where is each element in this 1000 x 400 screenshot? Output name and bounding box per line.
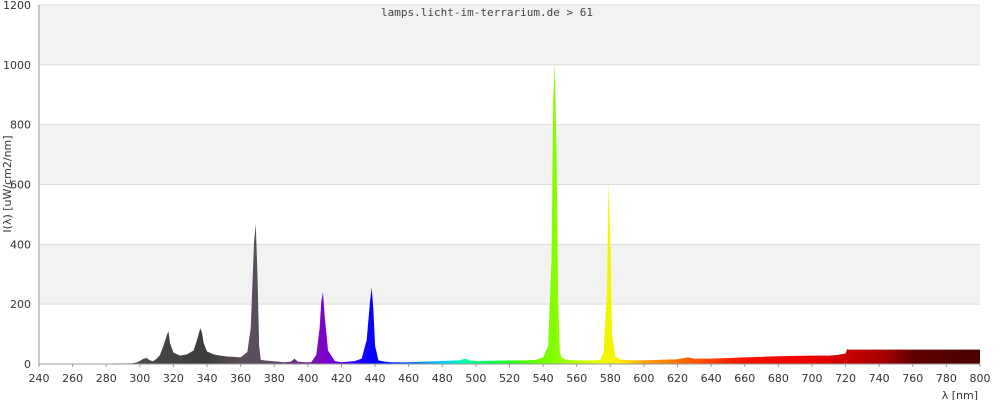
x-tick-label: 760 xyxy=(902,372,923,385)
y-tick-labels: 0 200 400 600 800 1000 1200 xyxy=(3,0,31,371)
grid-band xyxy=(39,184,980,245)
grid-band xyxy=(39,124,980,185)
x-tick-label: 540 xyxy=(533,372,554,385)
y-tick-label: 1200 xyxy=(3,0,31,12)
x-tick-label: 800 xyxy=(970,372,991,385)
x-tick-labels: 240 260 280 300 320 340 360 380 400 420 440 460 480 5… xyxy=(29,364,991,385)
x-tick-label: 460 xyxy=(398,372,419,385)
grid-bands xyxy=(39,5,980,364)
grid-band xyxy=(39,5,980,65)
x-tick-label: 360 xyxy=(230,372,251,385)
y-tick-label: 400 xyxy=(10,238,31,251)
grid-band xyxy=(39,64,980,125)
x-tick-label: 480 xyxy=(432,372,453,385)
x-tick-label: 340 xyxy=(197,372,218,385)
grid-band xyxy=(39,244,980,305)
x-tick-label: 560 xyxy=(566,372,587,385)
x-tick-label: 260 xyxy=(62,372,83,385)
y-tick-label: 0 xyxy=(24,358,31,371)
y-axis-label: I(λ) [uW/cm2/nm] xyxy=(1,135,14,232)
x-tick-label: 320 xyxy=(163,372,184,385)
x-tick-label: 580 xyxy=(600,372,621,385)
x-tick-label: 600 xyxy=(633,372,654,385)
x-tick-label: 280 xyxy=(96,372,117,385)
y-tick-label: 1000 xyxy=(3,59,31,72)
y-tick-label: 600 xyxy=(10,179,31,192)
y-tick-label: 800 xyxy=(10,119,31,132)
x-tick-label: 740 xyxy=(869,372,890,385)
y-tick-label: 200 xyxy=(10,298,31,311)
x-tick-label: 700 xyxy=(801,372,822,385)
x-tick-label: 520 xyxy=(499,372,520,385)
x-tick-label: 300 xyxy=(129,372,150,385)
x-tick-label: 400 xyxy=(297,372,318,385)
x-tick-label: 640 xyxy=(701,372,722,385)
x-tick-label: 620 xyxy=(667,372,688,385)
x-tick-label: 660 xyxy=(734,372,755,385)
x-tick-label: 720 xyxy=(835,372,856,385)
chart-title: lamps.licht-im-terrarium.de > 61 xyxy=(381,6,593,19)
x-tick-label: 680 xyxy=(768,372,789,385)
x-tick-label: 240 xyxy=(29,372,50,385)
x-tick-label: 780 xyxy=(936,372,957,385)
x-tick-label: 440 xyxy=(365,372,386,385)
x-tick-label: 380 xyxy=(264,372,285,385)
x-tick-label: 500 xyxy=(465,372,486,385)
x-tick-label: 420 xyxy=(331,372,352,385)
x-axis-label: λ [nm] xyxy=(942,389,978,400)
